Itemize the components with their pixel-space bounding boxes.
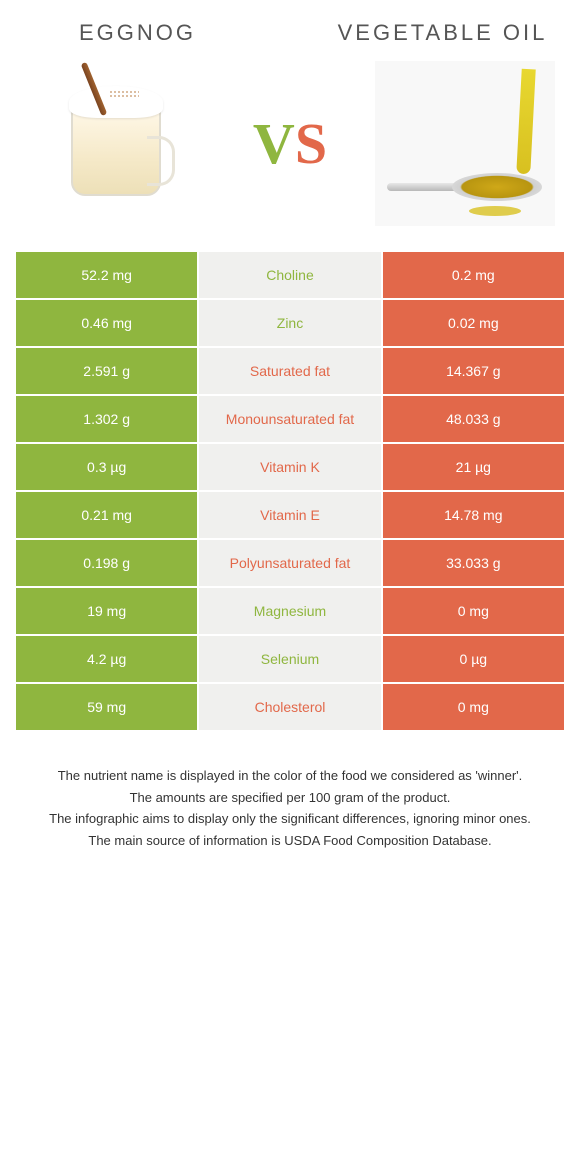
nutrient-label: Cholesterol: [198, 683, 381, 731]
eggnog-image: [25, 61, 205, 226]
left-value: 52.2 mg: [15, 251, 198, 299]
nutrient-label: Choline: [198, 251, 381, 299]
nutrient-table: 52.2 mgCholine0.2 mg0.46 mgZinc0.02 mg2.…: [15, 251, 565, 731]
table-row: 0.21 mgVitamin E14.78 mg: [15, 491, 565, 539]
table-row: 0.3 µgVitamin K21 µg: [15, 443, 565, 491]
right-value: 14.78 mg: [382, 491, 565, 539]
table-row: 52.2 mgCholine0.2 mg: [15, 251, 565, 299]
left-value: 0.3 µg: [15, 443, 198, 491]
nutrient-label: Monounsaturated fat: [198, 395, 381, 443]
right-value: 48.033 g: [382, 395, 565, 443]
title-right: Vegetable oil: [320, 20, 565, 46]
title-left: Eggnog: [15, 20, 260, 46]
footer-line: The amounts are specified per 100 gram o…: [35, 788, 545, 808]
right-value: 0.2 mg: [382, 251, 565, 299]
right-value: 0 mg: [382, 587, 565, 635]
left-value: 19 mg: [15, 587, 198, 635]
header-row: Eggnog Vegetable oil: [15, 20, 565, 46]
vs-v: V: [253, 111, 295, 176]
left-value: 1.302 g: [15, 395, 198, 443]
right-value: 0 mg: [382, 683, 565, 731]
left-value: 4.2 µg: [15, 635, 198, 683]
nutrient-label: Magnesium: [198, 587, 381, 635]
right-value: 0 µg: [382, 635, 565, 683]
right-value: 0.02 mg: [382, 299, 565, 347]
left-value: 0.198 g: [15, 539, 198, 587]
footer-notes: The nutrient name is displayed in the co…: [15, 766, 565, 850]
left-value: 2.591 g: [15, 347, 198, 395]
nutrient-label: Vitamin E: [198, 491, 381, 539]
table-row: 0.46 mgZinc0.02 mg: [15, 299, 565, 347]
footer-line: The infographic aims to display only the…: [35, 809, 545, 829]
nutrient-label: Vitamin K: [198, 443, 381, 491]
images-row: VS: [15, 61, 565, 226]
table-row: 19 mgMagnesium0 mg: [15, 587, 565, 635]
right-value: 14.367 g: [382, 347, 565, 395]
table-row: 1.302 gMonounsaturated fat48.033 g: [15, 395, 565, 443]
vs-label: VS: [253, 110, 327, 177]
table-row: 59 mgCholesterol0 mg: [15, 683, 565, 731]
table-row: 4.2 µgSelenium0 µg: [15, 635, 565, 683]
nutrient-label: Selenium: [198, 635, 381, 683]
vs-s: S: [295, 111, 327, 176]
table-row: 2.591 gSaturated fat14.367 g: [15, 347, 565, 395]
nutrient-label: Saturated fat: [198, 347, 381, 395]
right-value: 33.033 g: [382, 539, 565, 587]
left-value: 0.46 mg: [15, 299, 198, 347]
footer-line: The main source of information is USDA F…: [35, 831, 545, 851]
right-value: 21 µg: [382, 443, 565, 491]
footer-line: The nutrient name is displayed in the co…: [35, 766, 545, 786]
left-value: 0.21 mg: [15, 491, 198, 539]
vegetable-oil-image: [375, 61, 555, 226]
nutrient-label: Zinc: [198, 299, 381, 347]
nutrient-label: Polyunsaturated fat: [198, 539, 381, 587]
left-value: 59 mg: [15, 683, 198, 731]
table-row: 0.198 gPolyunsaturated fat33.033 g: [15, 539, 565, 587]
